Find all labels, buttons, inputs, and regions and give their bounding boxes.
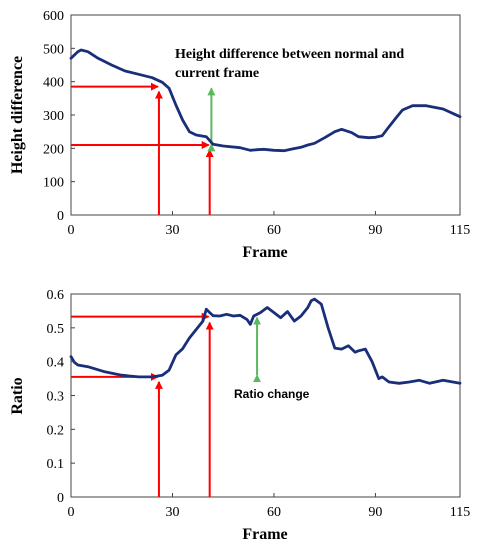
y-tick-label: 100 (43, 176, 64, 191)
x-tick-label: 60 (267, 505, 281, 520)
x-tick-label: 30 (165, 505, 179, 520)
x-axis-label: Frame (242, 526, 287, 543)
x-tick-label: 60 (267, 223, 281, 238)
height-difference-annotation: Height difference between normal and cur… (175, 47, 408, 81)
y-tick-label: 0.6 (47, 288, 65, 303)
annotation-line-1: Height difference between normal and (175, 47, 404, 62)
x-axis-label: Frame (242, 244, 287, 261)
x-tick-label: 90 (368, 223, 382, 238)
y-tick-label: 0.5 (47, 322, 65, 337)
x-tick-label: 90 (368, 505, 382, 520)
series-line (69, 48, 462, 153)
ratio-chart: 0 30 60 90 115 0 0.1 0.2 0.3 0.4 0.5 0.6 Frame Rati… (9, 288, 470, 543)
x-tick-label: 115 (450, 223, 470, 238)
y-tick-label: 0.4 (47, 356, 65, 371)
y-axis-label: Height difference (9, 56, 26, 174)
y-tick-label: 500 (43, 42, 64, 57)
y-tick-label: 600 (43, 9, 64, 24)
height-difference-chart: 0 30 60 90 115 0 100 200 300 400 500 600 Frame Heig… (9, 9, 470, 261)
x-tick-label: 115 (450, 505, 470, 520)
annotation-line-2: current frame (175, 66, 259, 81)
y-tick-label: 0.2 (47, 423, 65, 438)
y-tick-label: 0.3 (47, 390, 65, 405)
y-tick-label: 400 (43, 76, 64, 91)
y-tick-label: 0 (57, 209, 64, 224)
y-tick-label: 200 (43, 142, 64, 157)
x-tick-label: 30 (165, 223, 179, 238)
x-tick-label: 0 (68, 505, 75, 520)
y-tick-label: 300 (43, 109, 64, 124)
plot-frame (70, 14, 461, 216)
y-tick-label: 0.1 (47, 457, 65, 472)
series-line (69, 297, 462, 385)
y-axis-label: Ratio (9, 377, 26, 414)
y-tick-label: 0 (57, 491, 64, 506)
ratio-change-annotation: Ratio change (234, 387, 310, 401)
x-tick-label: 0 (68, 223, 75, 238)
